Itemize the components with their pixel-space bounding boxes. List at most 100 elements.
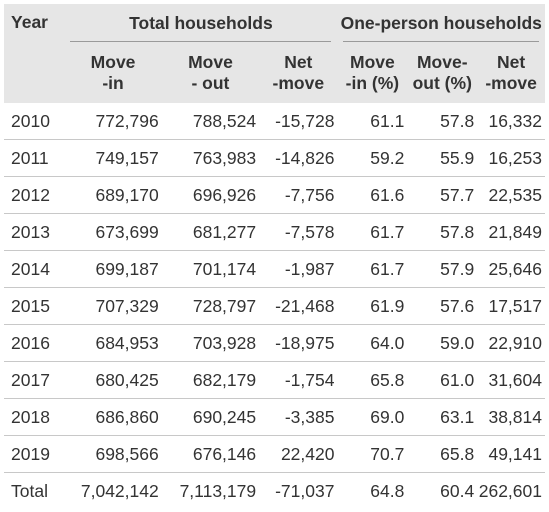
cell-move-in: 686,860 xyxy=(64,398,162,436)
table-row: 2017 680,425 682,179 -1,754 65.8 61.0 31,604 xyxy=(4,361,545,399)
cell-move-in: 699,187 xyxy=(64,250,162,288)
cell-net-move: 22,420 xyxy=(259,435,338,473)
cell-one-move-out-pct: 57.6 xyxy=(407,287,478,325)
cell-one-move-in-pct: 61.7 xyxy=(337,213,408,251)
cell-net-move: -1,754 xyxy=(259,361,338,399)
header-year: Year xyxy=(4,4,65,103)
cell-net-move: -14,826 xyxy=(259,139,338,177)
cell-move-in: 673,699 xyxy=(64,213,162,251)
cell-one-move-out-pct: 63.1 xyxy=(407,398,478,436)
cell-move-out: 788,524 xyxy=(161,103,260,140)
cell-year: 2016 xyxy=(4,324,65,362)
table-row: 2014 699,187 701,174 -1,987 61.7 57.9 25,646 xyxy=(4,250,545,288)
cell-move-in: 7,042,142 xyxy=(80,480,159,501)
cell-one-move-in-pct: 61.7 xyxy=(337,250,408,288)
header-one-net-move: Net -move xyxy=(477,42,545,103)
cell-move-out: 682,179 xyxy=(161,361,260,399)
cell-one-net-move: 262,601 xyxy=(478,480,542,501)
cell-move-out: 7,113,179 xyxy=(179,480,257,501)
cell-one-net-move: 17,517 xyxy=(477,287,545,325)
cell-year: 2015 xyxy=(4,287,65,325)
table-header: Year Total households One-person househo… xyxy=(4,4,545,103)
cell-one-net-move: 22,535 xyxy=(477,176,545,214)
cell-one-move-in-pct: 61.6 xyxy=(337,176,408,214)
cell-move-in: 707,329 xyxy=(64,287,162,325)
cell-one-move-in-pct: 70.7 xyxy=(337,435,408,473)
table-row: 2016 684,953 703,928 -18,975 64.0 59.0 22,910 xyxy=(4,324,545,362)
header-group-one-person-households: One-person households xyxy=(337,4,545,42)
table-row: 2012 689,170 696,926 -7,756 61.6 57.7 22,535 xyxy=(4,176,545,214)
cell-one-net-move: 16,332 xyxy=(477,103,545,140)
cell-year: Total xyxy=(11,480,48,501)
cell-one-move-in-pct: 61.9 xyxy=(337,287,408,325)
cell-one-move-in-pct: 65.8 xyxy=(337,361,408,399)
cell-one-move-in-pct: 69.0 xyxy=(337,398,408,436)
cell-one-net-move: 31,604 xyxy=(477,361,545,399)
header-total-move-in: Move -in xyxy=(64,42,162,103)
cell-net-move: -18,975 xyxy=(259,324,338,362)
cell-move-out: 696,926 xyxy=(161,176,260,214)
cell-year: 2014 xyxy=(4,250,65,288)
cell-year: 2013 xyxy=(4,213,65,251)
cell-one-move-out-pct: 57.9 xyxy=(407,250,478,288)
cell-net-move: -71,037 xyxy=(275,480,335,501)
cell-one-move-out-pct: 55.9 xyxy=(407,139,478,177)
cell-move-out: 690,245 xyxy=(161,398,260,436)
cell-net-move: -7,756 xyxy=(259,176,338,214)
cell-one-move-in-pct: 64.8 xyxy=(370,480,405,501)
cell-one-move-in-pct: 61.1 xyxy=(337,103,408,140)
cell-net-move: -21,468 xyxy=(259,287,338,325)
cell-net-move: -15,728 xyxy=(259,103,338,140)
header-one-move-in-pct: Move -in (%) xyxy=(337,42,408,103)
cell-move-out: 676,146 xyxy=(161,435,260,473)
cell-move-out: 701,174 xyxy=(161,250,260,288)
header-total-move-out: Move - out xyxy=(161,42,260,103)
header-group-total-households: Total households xyxy=(64,4,338,42)
cell-year: 2012 xyxy=(4,176,65,214)
cell-move-in: 684,953 xyxy=(64,324,162,362)
cell-one-move-out-pct: 57.7 xyxy=(407,176,478,214)
cell-move-out: 763,983 xyxy=(161,139,260,177)
table-row: 2010 772,796 788,524 -15,728 61.1 57.8 16,332 xyxy=(4,103,545,140)
cell-one-net-move: 22,910 xyxy=(477,324,545,362)
cell-one-net-move: 49,141 xyxy=(477,435,545,473)
table-row: 2013 673,699 681,277 -7,578 61.7 57.8 21,849 xyxy=(4,213,545,251)
cell-one-move-out-pct: 59.0 xyxy=(407,324,478,362)
cell-one-net-move: 38,814 xyxy=(477,398,545,436)
cell-one-move-out-pct: 61.0 xyxy=(407,361,478,399)
cell-one-net-move: 16,253 xyxy=(477,139,545,177)
cell-year: 2010 xyxy=(4,103,65,140)
cell-year: 2017 xyxy=(4,361,65,399)
cell-year: 2019 xyxy=(4,435,65,473)
table-row: 2019 698,566 676,146 22,420 70.7 65.8 49,141 xyxy=(4,435,545,473)
table-row: 2018 686,860 690,245 -3,385 69.0 63.1 38,814 xyxy=(4,398,545,436)
cell-net-move: -3,385 xyxy=(259,398,338,436)
cell-move-out: 728,797 xyxy=(161,287,260,325)
header-total-net-move: Net -move xyxy=(259,42,338,103)
cell-one-move-out-pct: 65.8 xyxy=(407,435,478,473)
cell-year: 2011 xyxy=(4,139,65,177)
cell-move-in: 749,157 xyxy=(64,139,162,177)
cell-one-move-in-pct: 59.2 xyxy=(337,139,408,177)
table-row: 2015 707,329 728,797 -21,468 61.9 57.6 17,517 xyxy=(4,287,545,325)
cell-move-in: 772,796 xyxy=(64,103,162,140)
table-body: 2010 772,796 788,524 -15,728 61.1 57.8 16,332 … xyxy=(4,103,545,509)
cell-one-net-move: 25,646 xyxy=(477,250,545,288)
cell-one-move-out-pct: 57.8 xyxy=(407,213,478,251)
cell-one-net-move: 21,849 xyxy=(477,213,545,251)
households-migration-table: Year Total households One-person househo… xyxy=(4,4,545,509)
cell-one-move-in-pct: 64.0 xyxy=(337,324,408,362)
cell-one-move-out-pct: 60.4 xyxy=(440,480,475,501)
cell-one-move-out-pct: 57.8 xyxy=(407,103,478,140)
table-row: 2011 749,157 763,983 -14,826 59.2 55.9 16,253 xyxy=(4,139,545,177)
table-row-total: Total 7,042,142 7,113,179 -71,037 64.8 60.4 26… xyxy=(4,473,545,510)
cell-year: 2018 xyxy=(4,398,65,436)
cell-move-in: 689,170 xyxy=(64,176,162,214)
cell-move-in: 680,425 xyxy=(64,361,162,399)
cell-net-move: -7,578 xyxy=(259,213,338,251)
cell-move-out: 681,277 xyxy=(161,213,260,251)
cell-move-out: 703,928 xyxy=(161,324,260,362)
cell-net-move: -1,987 xyxy=(259,250,338,288)
cell-move-in: 698,566 xyxy=(64,435,162,473)
